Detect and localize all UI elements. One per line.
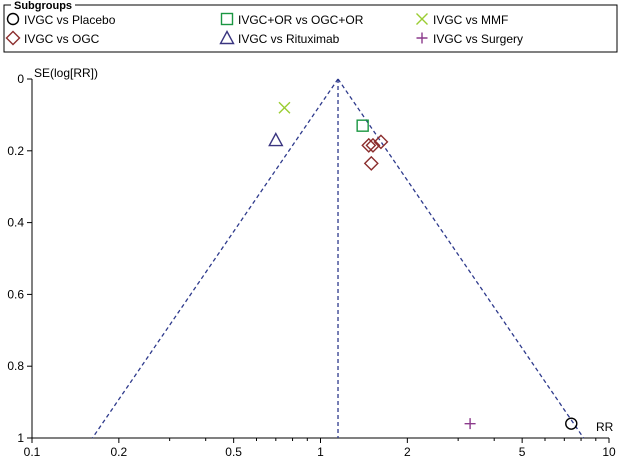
legend-x-marker bbox=[416, 13, 428, 25]
x-tick-label: 0.1 bbox=[24, 445, 41, 459]
legend-item-ivgc-vs-rituximab: IVGC vs Rituximab bbox=[219, 30, 340, 46]
legend-item-ivgc-vs-surgery: IVGC vs Surgery bbox=[416, 32, 523, 46]
legend-frame bbox=[3, 4, 618, 53]
x-tick-label: 0.5 bbox=[225, 445, 242, 459]
x-tick-label: 2 bbox=[404, 445, 411, 459]
funnel-right-limit bbox=[337, 78, 585, 439]
legend-label: IVGC vs Placebo bbox=[24, 13, 116, 27]
legend-label: IVGC vs Rituximab bbox=[238, 32, 340, 46]
y-tick-label: 0.6 bbox=[7, 287, 24, 301]
y-tick-label: 0 bbox=[17, 72, 24, 86]
triangle-point bbox=[268, 132, 284, 147]
data-points bbox=[268, 101, 578, 430]
legend: Subgroups IVGC vs Placebo IVGC+OR vs OGC+… bbox=[3, 0, 618, 53]
legend-title: Subgroups bbox=[14, 0, 72, 12]
diamond-point bbox=[365, 137, 381, 153]
legend-plus-marker bbox=[416, 32, 428, 44]
legend-item-ivgc-vs-ogc: IVGC vs OGC bbox=[5, 30, 100, 46]
legend-label: IVGC vs OGC bbox=[24, 32, 100, 46]
x-point bbox=[278, 101, 291, 114]
circle-point bbox=[565, 417, 578, 430]
axes: SE(log[RR]) RR 0 0.2 0.4 0.6 0.8 1 0.1 0.2 0.5 1… bbox=[7, 66, 616, 459]
legend-title-backdrop bbox=[11, 0, 75, 11]
legend-label: IVGC vs MMF bbox=[433, 13, 508, 27]
y-tick-label: 0.2 bbox=[7, 144, 24, 158]
legend-circle-marker bbox=[6, 12, 20, 26]
x-axis-label: RR bbox=[596, 420, 614, 434]
funnel-left-limit bbox=[91, 78, 339, 439]
x-tick-label: 0.2 bbox=[111, 445, 128, 459]
legend-item-ivgc-or-vs-ogc-or: IVGC+OR vs OGC+OR bbox=[220, 12, 364, 27]
legend-square-marker bbox=[220, 12, 234, 26]
diamond-point bbox=[363, 155, 379, 171]
legend-label: IVGC vs Surgery bbox=[433, 32, 523, 46]
legend-diamond-marker bbox=[5, 30, 21, 46]
y-tick-label: 1 bbox=[17, 431, 24, 445]
legend-item-ivgc-vs-placebo: IVGC vs Placebo bbox=[6, 12, 116, 27]
x-tick-label: 1 bbox=[317, 445, 324, 459]
legend-label: IVGC+OR vs OGC+OR bbox=[238, 13, 364, 27]
diamond-point bbox=[361, 137, 377, 153]
plus-point bbox=[464, 418, 476, 430]
x-tick-label: 5 bbox=[519, 445, 526, 459]
y-tick-label: 0.4 bbox=[7, 216, 24, 230]
diamond-point bbox=[373, 134, 389, 150]
funnel-lines bbox=[91, 78, 585, 439]
legend-item-ivgc-vs-mmf: IVGC vs MMF bbox=[416, 13, 508, 27]
legend-triangle-marker bbox=[219, 30, 235, 45]
y-tick-label: 0.8 bbox=[7, 359, 24, 373]
square-point bbox=[356, 119, 369, 132]
x-tick-label: 10 bbox=[602, 445, 616, 459]
y-axis-label: SE(log[RR]) bbox=[34, 66, 98, 80]
